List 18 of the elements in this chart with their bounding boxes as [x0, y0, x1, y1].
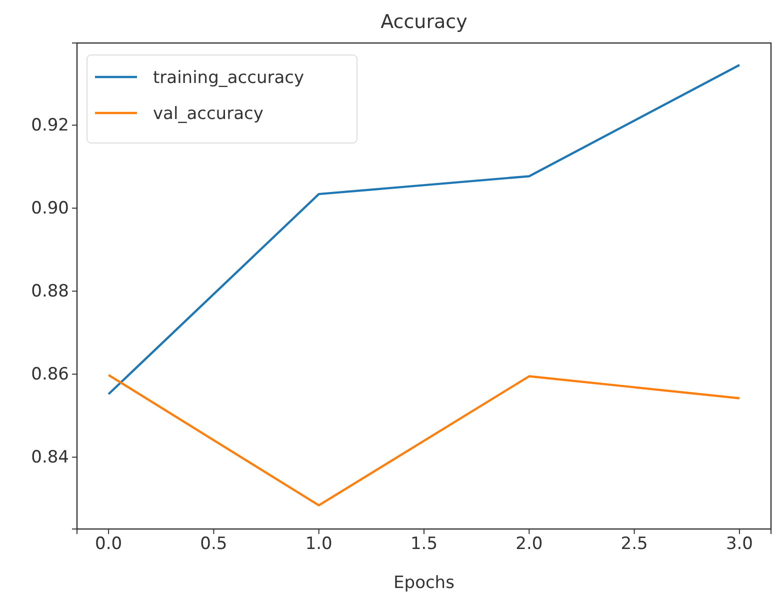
- x-tick-label: 2.5: [620, 534, 648, 554]
- x-tick-label: 2.0: [516, 534, 543, 554]
- y-tick-label: 0.84: [31, 448, 69, 468]
- y-tick-label: 0.86: [31, 364, 69, 385]
- line-series: [107, 374, 741, 506]
- x-tick-label: 1.0: [305, 534, 332, 554]
- x-tick-label: 3.0: [726, 534, 753, 554]
- legend-label: training_accuracy: [153, 68, 304, 88]
- y-tick-label: 0.88: [31, 282, 69, 302]
- x-tick-label: 0.5: [200, 534, 228, 554]
- chart-title: Accuracy: [380, 11, 468, 33]
- x-tick-label: 0.0: [95, 534, 122, 554]
- legend-label: val_accuracy: [153, 104, 264, 124]
- y-tick-label: 0.90: [31, 198, 69, 219]
- line-series: [107, 64, 741, 396]
- x-axis-title: Epochs: [394, 573, 455, 593]
- x-tick-label: 1.5: [410, 534, 438, 554]
- y-tick-label: 0.92: [31, 116, 69, 136]
